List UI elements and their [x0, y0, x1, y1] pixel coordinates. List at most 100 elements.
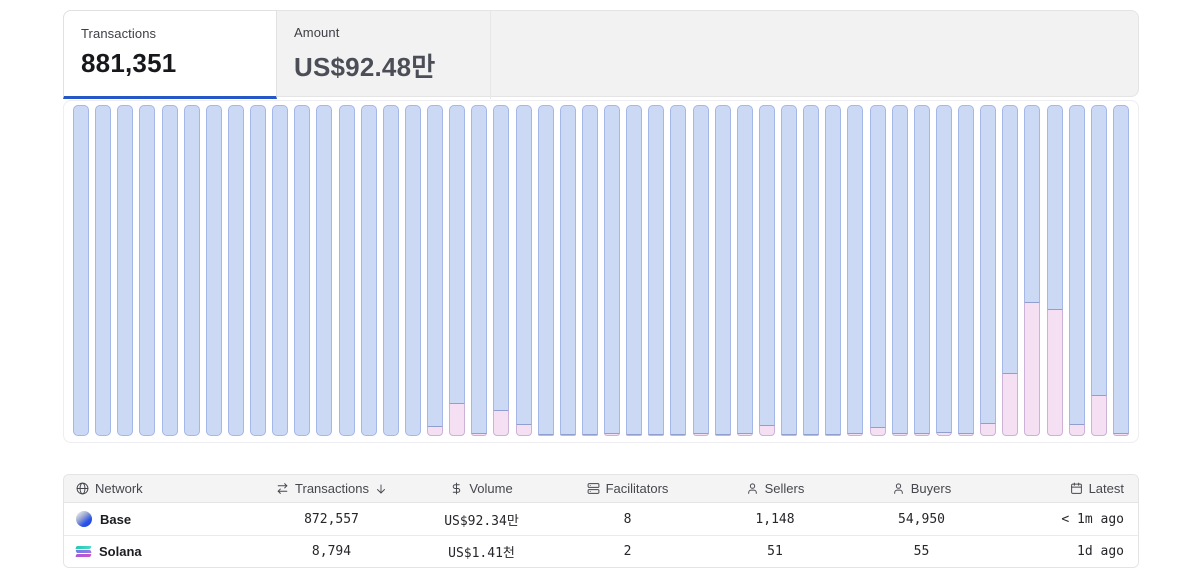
chart-bar[interactable] [958, 105, 974, 436]
chart-bar[interactable] [537, 105, 554, 436]
chart-bar[interactable] [935, 105, 952, 436]
column-header-latest[interactable]: Latest [999, 481, 1138, 496]
tab-transactions[interactable]: Transactions 881,351 [63, 10, 277, 99]
base-segment [913, 105, 930, 433]
chart-bar[interactable] [1002, 105, 1019, 436]
column-header-volume[interactable]: Volume [414, 481, 549, 496]
chart-bar[interactable] [847, 105, 864, 436]
base-segment [1002, 105, 1019, 373]
chart-bar[interactable] [1090, 105, 1107, 436]
chart-bar[interactable] [183, 105, 200, 436]
base-segment [714, 105, 731, 434]
chart-bar[interactable] [1046, 105, 1063, 436]
base-segment [1024, 105, 1041, 302]
chart-bar[interactable] [803, 105, 820, 436]
chart-bar[interactable] [250, 105, 266, 436]
transactions-chart-card [63, 100, 1139, 443]
chart-bar[interactable] [626, 105, 643, 436]
solana-segment [714, 434, 731, 436]
volume-cell: US$1.41천 [448, 546, 515, 561]
chart-bar[interactable] [1068, 105, 1085, 436]
base-segment [891, 105, 908, 433]
chart-bar[interactable] [604, 105, 620, 436]
column-header-facilitators[interactable]: Facilitators [549, 481, 706, 496]
transactions-tab-value: 881,351 [81, 48, 177, 78]
base-segment [205, 105, 222, 436]
table-row-solana[interactable]: Solana 8,794 US$1.41천 2 51 55 1d ago [64, 535, 1138, 567]
calendar-icon [1070, 482, 1082, 494]
chart-bar[interactable] [73, 105, 89, 436]
buyers-cell: 55 [913, 544, 930, 559]
base-segment [1112, 105, 1129, 433]
column-header-buyers[interactable]: Buyers [844, 481, 999, 496]
base-segment [1068, 105, 1085, 424]
facilitators-cell: 8 [623, 511, 632, 527]
chart-bar[interactable] [427, 105, 443, 436]
latest-cell: 1d ago [1077, 544, 1124, 559]
column-header-network[interactable]: Network [64, 481, 249, 496]
chart-bar[interactable] [670, 105, 687, 436]
chart-bar[interactable] [360, 105, 377, 436]
dollar-icon [453, 482, 461, 495]
base-segment [139, 105, 156, 436]
facilitators-cell: 2 [623, 544, 632, 559]
chart-bar[interactable] [205, 105, 222, 436]
chart-bar[interactable] [714, 105, 731, 436]
chart-bar[interactable] [758, 105, 775, 436]
sort-arrows-icon [277, 483, 288, 494]
tab-amount[interactable]: Amount US$92.48만 [277, 10, 491, 99]
amount-tab-label: Amount [294, 25, 340, 40]
chart-bar[interactable] [825, 105, 842, 436]
chart-bar[interactable] [692, 105, 709, 436]
base-segment [515, 105, 532, 424]
solana-segment [913, 433, 930, 436]
base-segment [493, 105, 510, 410]
solana-segment [515, 424, 532, 436]
chart-bar[interactable] [471, 105, 488, 436]
chart-bar[interactable] [869, 105, 886, 436]
base-segment [382, 105, 399, 436]
chart-bar[interactable] [891, 105, 908, 436]
person-icon [747, 483, 757, 494]
chart-bar[interactable] [515, 105, 532, 436]
base-segment [781, 105, 797, 434]
chart-bar[interactable] [404, 105, 421, 436]
stats-tabbar: Transactions 881,351 Amount US$92.48만 [63, 10, 1139, 99]
chart-bar[interactable] [913, 105, 930, 436]
column-header-transactions[interactable]: Transactions [249, 481, 414, 496]
chart-bar[interactable] [161, 105, 178, 436]
chart-bar[interactable] [117, 105, 134, 436]
chart-bar[interactable] [382, 105, 399, 436]
chart-bar[interactable] [1024, 105, 1041, 436]
base-segment [250, 105, 266, 436]
chart-bar[interactable] [980, 105, 997, 436]
chart-bar[interactable] [449, 105, 466, 436]
chart-bar[interactable] [581, 105, 598, 436]
base-segment [626, 105, 643, 434]
solana-segment [1046, 309, 1063, 436]
chart-bar[interactable] [272, 105, 289, 436]
solana-segment [427, 426, 443, 436]
network-name: Base [100, 511, 132, 527]
chart-bar[interactable] [95, 105, 112, 436]
base-segment [581, 105, 598, 434]
chart-bar[interactable] [559, 105, 576, 436]
chart-bar[interactable] [648, 105, 665, 436]
solana-segment [1002, 373, 1019, 436]
chart-bar[interactable] [139, 105, 156, 436]
chart-bar[interactable] [316, 105, 333, 436]
solana-segment [604, 433, 620, 436]
sort-desc-icon [377, 484, 385, 493]
chart-bar[interactable] [294, 105, 311, 436]
chart-bar[interactable] [1112, 105, 1129, 436]
chart-bar[interactable] [338, 105, 355, 436]
solana-segment [471, 433, 488, 436]
table-row-base[interactable]: Base 872,557 US$92.34만 8 1,148 54,950 < … [64, 503, 1138, 535]
chart-bar[interactable] [736, 105, 753, 436]
chart-bars[interactable] [73, 105, 1129, 436]
chart-bar[interactable] [781, 105, 797, 436]
column-header-sellers[interactable]: Sellers [706, 481, 844, 496]
chart-bar[interactable] [493, 105, 510, 436]
chart-bar[interactable] [227, 105, 244, 436]
